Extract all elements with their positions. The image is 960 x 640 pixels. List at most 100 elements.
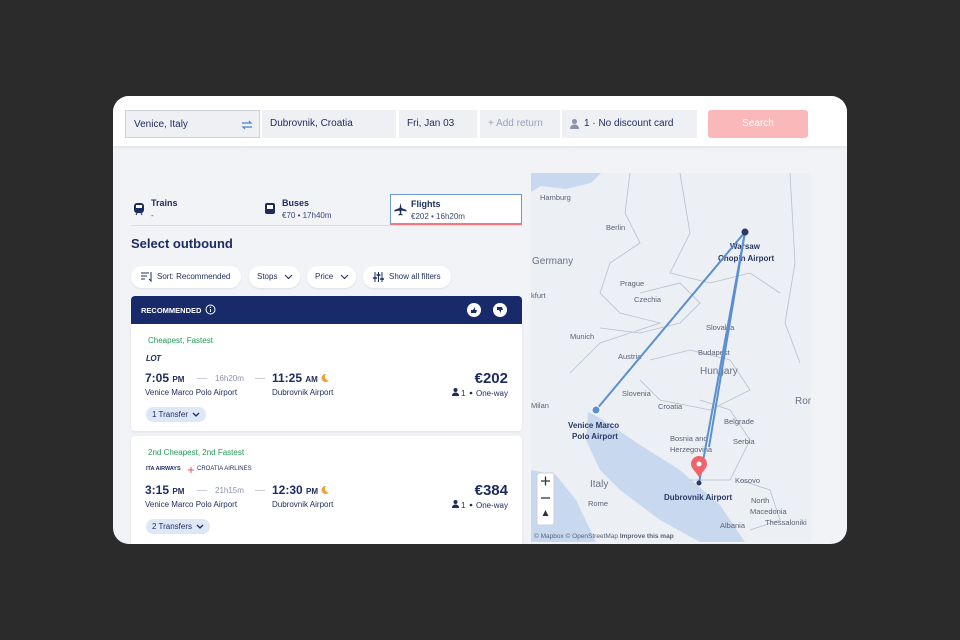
dash [255,490,265,491]
dash [255,378,265,379]
zoom-box [536,472,555,526]
airline-logo: ITA AIRWAYS [146,466,181,472]
result-badge: 2nd Cheapest, 2nd Fastest [148,448,245,457]
map-label: Slovenia [622,389,652,398]
return-field[interactable]: + Add return [480,110,560,138]
transfer-chip[interactable]: 1 Transfer [146,407,207,422]
thumbs-up[interactable] [467,303,481,317]
transfer-chip[interactable]: 2 Transfers [146,519,211,534]
map-label: Thessaloniki [765,518,807,527]
map-label: Ror [795,396,811,407]
passenger-field[interactable]: 1 · No discount card [562,110,697,138]
depart-time: 7:05 [145,371,170,385]
tab-divider [131,225,522,226]
tab-detail: - [151,211,154,220]
borders [569,173,801,531]
sort-chip[interactable]: Sort: Recommended [131,266,241,288]
tab-flights[interactable]: Flights €202 • 16h20m [390,194,522,226]
pax-count: 1 [461,389,466,398]
depart-time: 3:15 [145,483,170,497]
map-label: Rome [588,499,608,508]
swap-icon[interactable] [241,119,253,131]
map-label: Germany [532,256,573,267]
page-title: Select outbound [131,236,233,251]
dash [197,378,207,379]
map-label: Kosovo [735,476,760,485]
to-text: Dubrovnik, Croatia [270,118,353,129]
search-bar: Venice, Italy Dubrovnik, Croatia Fri, Ja… [113,96,847,146]
to-field[interactable]: Dubrovnik, Croatia [262,110,396,138]
trip-type: One-way [475,501,508,510]
airline-logo: CROATIA AIRLINES [197,466,252,472]
transfer-text: 1 Transfer [152,410,189,419]
sea [586,412,745,542]
zoom-in[interactable] [541,476,550,486]
map-label: Italy [590,479,608,490]
tab-label: Trains [151,198,178,208]
map-label: Croatia [658,402,683,411]
stops-chip[interactable]: Stops [249,266,300,288]
result-badge: Cheapest, Fastest [148,336,213,345]
depart: 3:15 PM [145,483,184,497]
route [708,231,746,448]
dot [469,391,473,395]
map-label: Bosnia and [670,434,708,443]
airport-point[interactable] [591,405,601,415]
map-label: Budapest [698,348,731,357]
depart-period: PM [172,487,185,496]
map-label: Belgrade [724,417,754,426]
arrive-time: 11:25 [272,371,303,385]
chip-text: Stops [257,272,278,281]
map[interactable]: Hamburg Berlin Germany Warsaw Chopin Air… [531,173,811,542]
attribution-text: © OpenStreetMap [566,532,619,540]
pin-dot [696,461,702,467]
from-field[interactable]: Venice, Italy [125,110,260,138]
moon-icon [321,373,330,382]
return-text: + Add return [488,118,543,129]
tab-label: Flights [411,199,441,209]
train-icon [134,203,144,216]
airline-logo: LOT [146,354,161,363]
search-button[interactable]: Search [708,110,808,138]
chip-text: Price [315,272,334,281]
info-icon[interactable] [205,304,216,315]
all-filters-chip[interactable]: Show all filters [363,266,451,288]
price: €384 [474,482,508,499]
price-chip[interactable]: Price [307,266,356,288]
map-label: Polo Airport [572,432,618,441]
tab-buses[interactable]: Buses €70 • 17h40m [262,194,394,226]
dot [469,503,473,507]
zoom-controls [536,472,555,526]
map-label: kfurt [531,291,547,300]
improve-link[interactable]: Improve this map [620,533,674,540]
from-text: Venice, Italy [134,119,188,130]
airport-point[interactable] [741,228,749,236]
app-window: Venice, Italy Dubrovnik, Croatia Fri, Ja… [113,96,847,544]
tab-trains[interactable]: Trains - [131,194,263,226]
map-label: North [751,496,769,505]
plane-icon [394,203,407,216]
compass[interactable] [542,510,549,516]
arrive-time: 12:30 [272,483,303,497]
tab-detail: €202 • 16h20m [411,212,465,221]
result-card[interactable]: 2nd Cheapest, 2nd Fastest ITA AIRWAYS CR… [131,436,522,544]
sea [531,173,601,192]
to-airport: Dubrovnik Airport [272,388,334,397]
trip-type: One-way [475,389,508,398]
filter-icon [373,272,384,282]
map-label: Hamburg [540,193,571,202]
map-label: Austria [618,352,642,361]
map-label: Milan [531,401,549,410]
chevron [192,412,200,417]
map-label: Venice Marco [568,421,619,430]
search-button-text: Search [742,118,774,129]
airport-point[interactable] [696,480,702,486]
result-card[interactable]: Cheapest, Fastest LOT 7:05 PM 16h20m 11:… [131,324,522,431]
bus-icon [265,203,275,214]
date-text: Fri, Jan 03 [407,118,455,129]
tab-label: Buses [282,198,310,208]
date-field[interactable]: Fri, Jan 03 [399,110,477,138]
arrive-period: PM [306,487,319,496]
depart: 7:05 PM [145,371,184,385]
thumbs-down[interactable] [493,303,507,317]
